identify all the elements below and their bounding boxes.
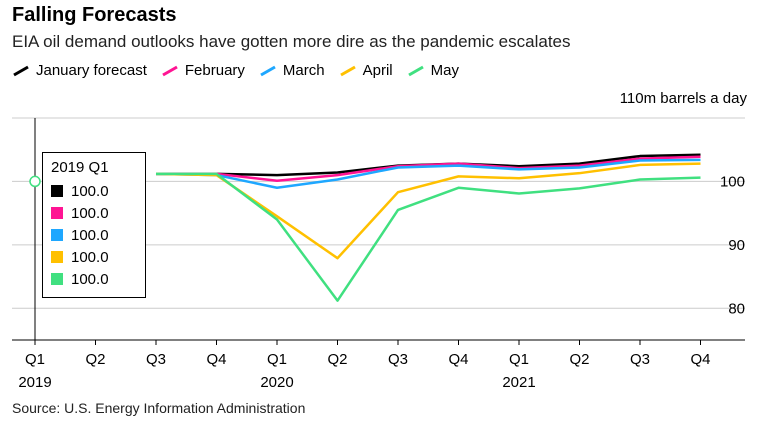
hover-tooltip: 2019 Q1 100.0 100.0 100.0 100.0 100.0 [42,152,146,298]
tooltip-swatch-january [51,185,63,197]
x-tick-label-5: Q2 [327,351,347,368]
y-tick-label-100: 100 [720,173,745,190]
legend-label-january: January forecast [36,62,147,79]
series-line-3 [155,162,701,260]
legend-swatch-april [339,65,357,77]
x-year-label-2020: 2020 [260,374,293,391]
x-year-label-2019: 2019 [18,374,51,391]
x-tick-label-11: Q4 [690,351,710,368]
chart-subtitle: EIA oil demand outlooks have gotten more… [12,32,571,51]
tooltip-swatch-march [51,229,63,241]
tooltip-title: 2019 Q1 [51,159,109,176]
tooltip-row-april: 100.0 [51,246,137,268]
legend-label-april: April [362,62,393,79]
legend-item-february[interactable]: February [161,62,245,79]
tooltip-value-january: 100.0 [71,182,109,200]
tooltip-row-march: 100.0 [51,224,137,246]
tooltip-row-january: 100.0 [51,180,137,202]
x-tick-label-8: Q1 [509,351,529,368]
y-tick-label-90: 90 [728,237,745,254]
legend-item-may[interactable]: May [407,62,459,79]
legend-label-march: March [282,62,325,79]
chart-title: Falling Forecasts [12,4,177,26]
x-tick-label-6: Q3 [388,351,408,368]
x-tick-label-7: Q4 [448,351,468,368]
legend: January forecast February March April Ma… [12,62,459,79]
x-year-label-2021: 2021 [502,374,535,391]
y-tick-label-80: 80 [728,300,745,317]
legend-swatch-february [161,65,179,77]
series-line-2 [155,158,701,190]
hover-marker [29,175,41,188]
legend-label-february: February [184,62,245,79]
tooltip-value-april: 100.0 [71,248,109,266]
x-tick-label-0: Q1 [25,351,45,368]
x-tick-label-2: Q3 [146,351,166,368]
legend-item-april[interactable]: April [339,62,393,79]
source-note: Source: U.S. Energy Information Administ… [12,400,306,416]
tooltip-swatch-april [51,251,63,263]
tooltip-swatch-february [51,207,63,219]
unit-label: 110m barrels a day [619,90,747,107]
tooltip-value-february: 100.0 [71,204,109,222]
series-line-1 [156,155,701,183]
legend-swatch-may [407,65,425,77]
legend-label-may: May [430,62,459,79]
x-tick-label-9: Q2 [569,351,589,368]
series-line-4 [156,172,701,302]
tooltip-swatch-may [51,273,63,285]
legend-item-march[interactable]: March [259,62,325,79]
x-tick-label-4: Q1 [267,351,287,368]
legend-swatch-march [259,65,277,77]
x-tick-label-1: Q2 [85,351,105,368]
x-tick-label-3: Q4 [206,351,226,368]
tooltip-row-may: 100.0 [51,268,137,290]
legend-swatch-january [12,65,30,77]
tooltip-value-may: 100.0 [71,270,109,288]
tooltip-value-march: 100.0 [71,226,109,244]
x-tick-label-10: Q3 [630,351,650,368]
legend-item-january[interactable]: January forecast [12,62,147,79]
tooltip-row-february: 100.0 [51,202,137,224]
